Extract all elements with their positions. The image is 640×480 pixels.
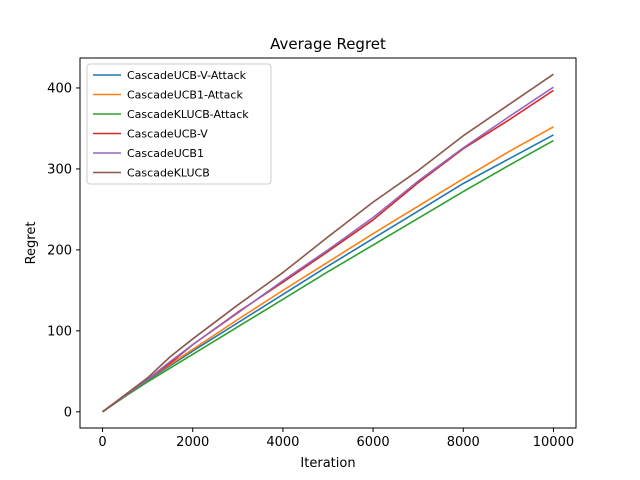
legend: CascadeUCB-V-Attack CascadeUCB1-Attack Cas… (86, 63, 272, 185)
legend-entry-label: CascadeUCB-V-Attack (127, 69, 247, 82)
x-tick-label: 8000 (447, 435, 480, 450)
legend-box (86, 63, 272, 185)
chart-title: Average Regret (270, 35, 386, 53)
series-line-2 (102, 139, 554, 413)
y-tick-label: 200 (47, 243, 72, 258)
series-line-5 (102, 73, 554, 413)
x-tick-label: 10000 (533, 435, 574, 450)
y-tick-label: 400 (47, 81, 72, 96)
plot-area (102, 73, 554, 413)
plot-frame (79, 57, 577, 429)
y-tick-label: 300 (47, 162, 72, 177)
legend-entry-label: CascadeKLUCB (127, 167, 210, 180)
x-tick-label: 0 (98, 435, 106, 450)
x-tick-label: 2000 (176, 435, 209, 450)
x-axis-label: Iteration (300, 456, 355, 471)
x-tick-label: 4000 (266, 435, 299, 450)
y-axis-label: Regret (24, 222, 39, 265)
legend-entry-label: CascadeUCB1-Attack (127, 89, 243, 102)
x-axis: 0 2000 4000 6000 8000 10000 (98, 428, 574, 450)
legend-entry-label: CascadeUCB-V (127, 128, 208, 141)
y-axis: 0 100 200 300 400 (47, 81, 80, 420)
x-tick-label: 6000 (357, 435, 390, 450)
y-tick-label: 100 (47, 324, 72, 339)
y-tick-label: 0 (64, 405, 72, 420)
legend-entry-label: CascadeKLUCB-Attack (127, 108, 249, 121)
legend-entry-label: CascadeUCB1 (127, 147, 204, 160)
series-line-4 (102, 86, 554, 413)
